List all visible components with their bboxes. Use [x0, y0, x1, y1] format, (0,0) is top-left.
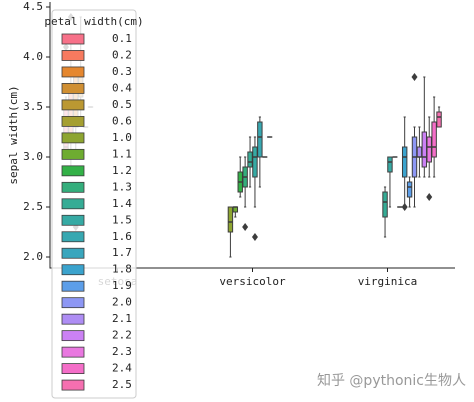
legend-label: 0.5	[112, 98, 132, 111]
y-tick-label: 4.5	[23, 0, 43, 13]
legend-label: 2.0	[112, 296, 132, 309]
box	[387, 156, 393, 173]
legend-label: 2.5	[112, 378, 132, 391]
legend-label: 0.3	[112, 65, 132, 78]
legend-swatch	[61, 116, 85, 127]
legend-swatch	[61, 313, 85, 325]
box	[382, 191, 388, 218]
legend-label: 0.6	[112, 114, 132, 127]
y-tick-label: 2.0	[23, 250, 43, 263]
box	[421, 131, 428, 168]
legend-swatch	[61, 33, 85, 45]
legend-swatch	[61, 264, 85, 276]
legend-label: 1.5	[112, 213, 132, 226]
legend-label: 1.9	[112, 279, 132, 292]
legend-swatch	[61, 330, 85, 342]
box	[436, 111, 442, 128]
axes-frame	[49, 2, 455, 269]
legend-label: 0.2	[112, 48, 132, 61]
legend-swatch	[61, 132, 85, 144]
outlier	[426, 193, 433, 201]
box	[416, 146, 423, 158]
legend-swatch	[61, 50, 85, 61]
outlier	[251, 233, 258, 241]
box	[257, 121, 263, 158]
legend-label: 0.1	[112, 32, 132, 45]
y-tick-label: 4.0	[23, 50, 43, 63]
legend-label: 2.2	[112, 329, 132, 342]
legend-swatch	[61, 214, 85, 226]
x-tick-label: versicolor	[219, 275, 286, 288]
box	[227, 206, 234, 233]
outlier	[242, 223, 249, 231]
legend-label: 1.4	[112, 197, 132, 210]
legend-swatch	[61, 280, 85, 292]
legend-swatch	[61, 66, 85, 78]
box	[406, 181, 413, 198]
legend-label: 2.3	[112, 345, 132, 358]
legend-label: 1.6	[112, 230, 132, 243]
legend-swatch	[61, 247, 85, 259]
legend-swatch	[61, 363, 85, 375]
legend-swatch	[61, 198, 85, 210]
legend-label: 0.4	[112, 81, 132, 94]
box	[431, 121, 437, 158]
outlier	[401, 203, 408, 211]
watermark: 知乎 @pythonic生物人	[317, 372, 466, 389]
legend-swatch	[61, 165, 85, 177]
legend-label: 1.1	[112, 147, 132, 160]
legend-swatch	[61, 297, 85, 309]
y-axis-label: sepal width(cm)	[7, 85, 20, 184]
legend-label: 2.1	[112, 312, 132, 325]
legend-label: 1.2	[112, 164, 132, 177]
x-tick-label: virginica	[358, 275, 418, 288]
legend-swatch	[61, 379, 85, 391]
legend-swatch	[61, 83, 85, 94]
outlier	[411, 73, 418, 81]
legend-swatch	[61, 148, 85, 160]
legend-label: 1.8	[112, 263, 132, 276]
legend-label: 1.7	[112, 246, 132, 259]
legend-label: 2.4	[112, 362, 132, 375]
legend-label: 1.0	[112, 131, 132, 144]
legend-title: petal width(cm)	[44, 15, 143, 28]
box	[252, 146, 258, 178]
y-tick-label: 3.5	[23, 100, 43, 113]
legend-swatch	[61, 99, 85, 111]
legend-label: 1.3	[112, 180, 132, 193]
box	[401, 146, 408, 178]
box	[426, 136, 432, 163]
legend-swatch	[61, 231, 85, 243]
legend-swatch	[61, 346, 85, 358]
legend-swatch	[61, 181, 85, 193]
box	[247, 151, 253, 168]
y-tick-label: 2.5	[23, 200, 43, 213]
y-tick-label: 3.0	[23, 150, 43, 163]
